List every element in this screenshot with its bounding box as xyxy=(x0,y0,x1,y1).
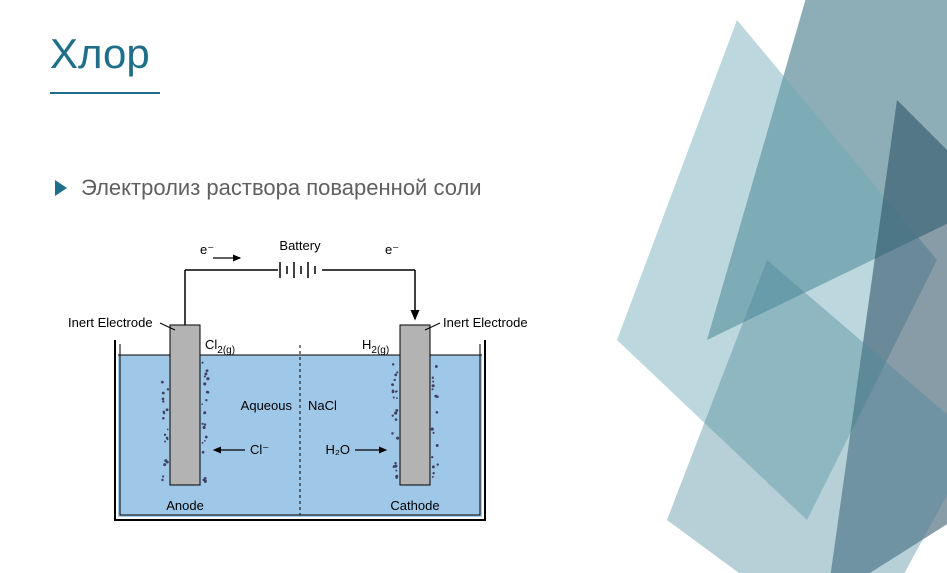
diagram-svg: Battery e⁻ e⁻ Inert Electrode Inert Electrod… xyxy=(60,230,540,550)
title-underline xyxy=(50,92,160,94)
bullet-row: Электролиз раствора поваренной соли xyxy=(55,175,482,201)
svg-text:NaCl: NaCl xyxy=(308,398,337,413)
svg-text:Battery: Battery xyxy=(279,238,321,253)
svg-text:Cathode: Cathode xyxy=(390,498,439,513)
svg-text:Cl2(g): Cl2(g) xyxy=(205,337,235,356)
svg-text:Inert Electrode: Inert Electrode xyxy=(68,315,153,330)
svg-text:e⁻: e⁻ xyxy=(200,242,214,257)
svg-text:Anode: Anode xyxy=(166,498,204,513)
bullet-text: Электролиз раствора поваренной соли xyxy=(81,175,482,201)
page-title: Хлор xyxy=(50,30,150,78)
svg-text:Aqueous: Aqueous xyxy=(241,398,293,413)
slide: Хлор Электролиз раствора поваренной соли… xyxy=(0,0,947,573)
slide-decor xyxy=(557,0,947,573)
svg-text:e⁻: e⁻ xyxy=(385,242,399,257)
svg-text:Cl⁻: Cl⁻ xyxy=(250,442,269,457)
svg-text:Inert Electrode: Inert Electrode xyxy=(443,315,528,330)
play-icon xyxy=(55,180,67,196)
svg-text:H₂O: H₂O xyxy=(325,442,350,457)
svg-text:H2(g): H2(g) xyxy=(362,337,389,356)
electrolysis-diagram: Battery e⁻ e⁻ Inert Electrode Inert Electrod… xyxy=(60,230,540,550)
